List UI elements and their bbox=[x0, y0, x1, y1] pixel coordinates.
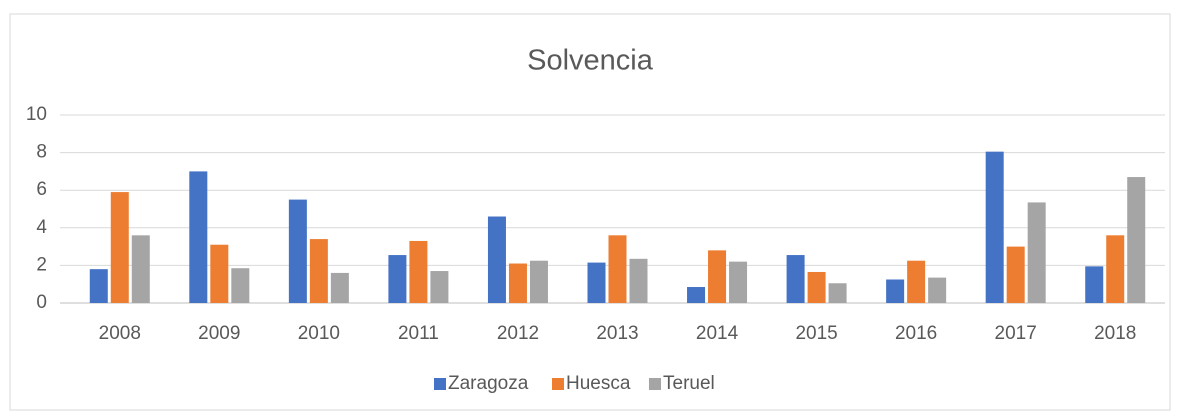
bar bbox=[608, 235, 627, 303]
bar bbox=[928, 277, 947, 303]
y-tick-label: 0 bbox=[36, 292, 47, 313]
y-tick-label: 8 bbox=[36, 142, 47, 163]
y-tick-label: 4 bbox=[36, 217, 47, 238]
bar bbox=[189, 171, 208, 303]
bar bbox=[1085, 266, 1104, 303]
bar bbox=[330, 272, 349, 303]
x-tick-label: 2015 bbox=[795, 323, 837, 344]
bar bbox=[1127, 177, 1146, 303]
bar bbox=[309, 239, 328, 303]
x-tick-label: 2009 bbox=[198, 323, 240, 344]
bar bbox=[231, 268, 250, 303]
bar bbox=[110, 192, 129, 303]
bar bbox=[1006, 246, 1025, 303]
bar bbox=[708, 250, 727, 303]
bar bbox=[985, 151, 1004, 303]
bar bbox=[409, 240, 428, 303]
legend-swatch bbox=[552, 378, 564, 390]
bar bbox=[907, 260, 926, 303]
bar bbox=[487, 216, 506, 303]
bar bbox=[288, 199, 307, 303]
x-tick-label: 2011 bbox=[398, 323, 439, 344]
bar bbox=[729, 261, 748, 303]
bar bbox=[687, 287, 706, 303]
bar bbox=[508, 263, 527, 303]
legend-swatch bbox=[649, 378, 661, 390]
x-tick-label: 2010 bbox=[298, 323, 340, 344]
bar bbox=[1106, 235, 1125, 303]
x-tick-label: 2017 bbox=[995, 323, 1037, 344]
bar bbox=[786, 255, 805, 303]
bar bbox=[131, 235, 150, 303]
bar bbox=[629, 258, 648, 303]
bar bbox=[1027, 202, 1046, 303]
bar bbox=[430, 271, 449, 303]
bar bbox=[89, 269, 108, 303]
legend-label: Zaragoza bbox=[448, 373, 529, 394]
legend-label: Huesca bbox=[566, 373, 631, 394]
legend-label: Teruel bbox=[663, 373, 715, 394]
bar bbox=[388, 255, 407, 303]
x-tick-label: 2008 bbox=[99, 323, 141, 344]
legend-swatch bbox=[434, 378, 446, 390]
x-tick-label: 2018 bbox=[1094, 323, 1136, 344]
y-tick-label: 2 bbox=[36, 254, 47, 275]
bar bbox=[886, 279, 905, 303]
bar bbox=[529, 260, 548, 303]
y-tick-label: 10 bbox=[26, 104, 47, 125]
x-tick-label: 2014 bbox=[696, 323, 739, 344]
y-tick-label: 6 bbox=[36, 179, 47, 200]
x-tick-label: 2012 bbox=[497, 323, 539, 344]
bar bbox=[828, 283, 847, 303]
x-tick-label: 2016 bbox=[895, 323, 937, 344]
bar bbox=[587, 262, 606, 303]
chart-title: Solvencia bbox=[527, 45, 654, 77]
bar bbox=[807, 271, 826, 303]
bar bbox=[210, 244, 229, 303]
x-tick-label: 2013 bbox=[596, 323, 638, 344]
